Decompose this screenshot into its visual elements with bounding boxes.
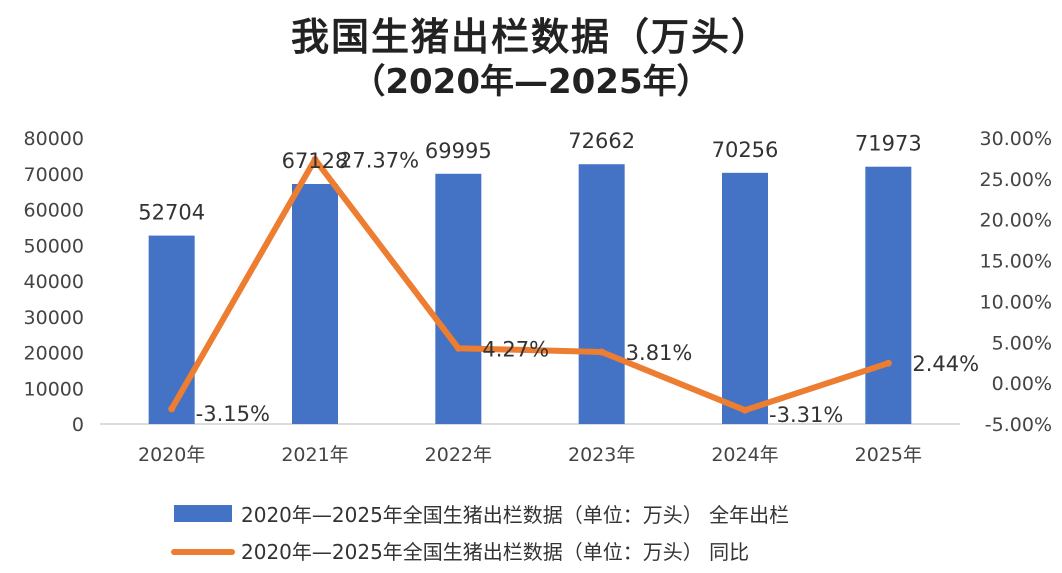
bar-series bbox=[148, 164, 912, 425]
yoy-point-2022年 bbox=[454, 344, 462, 352]
left-tick-label: 30000 bbox=[24, 307, 84, 329]
bar-2023年 bbox=[578, 164, 625, 425]
x-axis: 2020年 2021年 2022年 2023年 2024年 2025年 bbox=[138, 444, 922, 466]
right-tick-label: 5.00% bbox=[992, 332, 1052, 354]
yoy-line bbox=[168, 156, 892, 414]
bar-value-label: 70256 bbox=[712, 138, 779, 162]
x-tick-label: 2023年 bbox=[568, 444, 635, 466]
right-tick-label: -5.00% bbox=[985, 414, 1052, 436]
yoy-point-2025年 bbox=[884, 359, 892, 367]
bar-2021年 bbox=[292, 184, 338, 424]
left-tick-label: 80000 bbox=[24, 128, 84, 150]
legend-bar-label: 2020年—2025年全国生猪出栏数据（单位：万头） 全年出栏 bbox=[241, 503, 789, 527]
bar-2020年 bbox=[148, 235, 195, 424]
right-axis: -5.00% 0.00% 5.00% 10.00% 15.00% 20.00% 25.00%… bbox=[980, 128, 1052, 436]
yoy-value-label: 4.27% bbox=[482, 337, 549, 361]
right-tick-label: 20.00% bbox=[980, 210, 1052, 232]
yoy-point-2023年 bbox=[598, 348, 606, 356]
bar-value-label: 72662 bbox=[568, 129, 635, 153]
line-data-labels: -3.15% 27.37% 4.27% 3.81% -3.31% 2.44% bbox=[196, 148, 979, 427]
yoy-value-label: 27.37% bbox=[339, 148, 419, 172]
bar-value-label: 67128 bbox=[282, 149, 349, 173]
yoy-value-label: 2.44% bbox=[912, 352, 979, 376]
line-series bbox=[168, 155, 892, 414]
yoy-point-2020年 bbox=[168, 405, 176, 413]
left-tick-label: 70000 bbox=[24, 164, 84, 186]
bar-value-label: 52704 bbox=[138, 201, 205, 225]
legend-line-label: 2020年—2025年全国生猪出栏数据（单位：万头） 同比 bbox=[241, 540, 749, 564]
x-tick-label: 2024年 bbox=[711, 444, 778, 466]
bar-2025年 bbox=[865, 166, 912, 424]
x-tick-label: 2025年 bbox=[855, 444, 922, 466]
right-tick-label: 30.00% bbox=[980, 128, 1052, 150]
legend: 2020年—2025年全国生猪出栏数据（单位：万头） 全年出栏 2020年—202… bbox=[171, 503, 789, 564]
yoy-point-2024年 bbox=[741, 406, 749, 414]
yoy-point-2021年 bbox=[311, 155, 319, 163]
x-tick-label: 2021年 bbox=[281, 444, 348, 466]
bar-2024年 bbox=[722, 172, 768, 424]
bar-value-label: 69995 bbox=[425, 139, 492, 163]
left-tick-label: 10000 bbox=[24, 378, 84, 400]
right-tick-label: 0.00% bbox=[992, 373, 1052, 395]
right-tick-label: 15.00% bbox=[980, 251, 1052, 273]
yoy-value-label: -3.15% bbox=[196, 402, 270, 426]
chart-subtitle: （2020年—2025年） bbox=[351, 62, 711, 102]
left-tick-label: 40000 bbox=[24, 271, 84, 293]
chart-title: 我国生猪出栏数据（万头） bbox=[290, 14, 771, 59]
legend-bar-swatch bbox=[174, 505, 232, 522]
right-tick-label: 10.00% bbox=[980, 291, 1052, 313]
right-tick-label: 25.00% bbox=[980, 169, 1052, 191]
x-tick-label: 2022年 bbox=[425, 444, 492, 466]
left-tick-label: 0 bbox=[72, 414, 84, 436]
bar-value-label: 71973 bbox=[855, 132, 922, 156]
bar-2022年 bbox=[435, 173, 482, 424]
yoy-value-label: -3.31% bbox=[769, 403, 843, 427]
left-tick-label: 20000 bbox=[24, 343, 84, 365]
yoy-value-label: 3.81% bbox=[626, 341, 693, 365]
left-tick-label: 60000 bbox=[24, 200, 84, 222]
x-tick-label: 2020年 bbox=[138, 444, 205, 466]
left-tick-label: 50000 bbox=[24, 235, 84, 257]
left-axis: 0 10000 20000 30000 40000 50000 60000 70000 8000… bbox=[24, 128, 84, 436]
bar-data-labels: 52704 67128 69995 72662 70256 71973 bbox=[138, 129, 921, 224]
